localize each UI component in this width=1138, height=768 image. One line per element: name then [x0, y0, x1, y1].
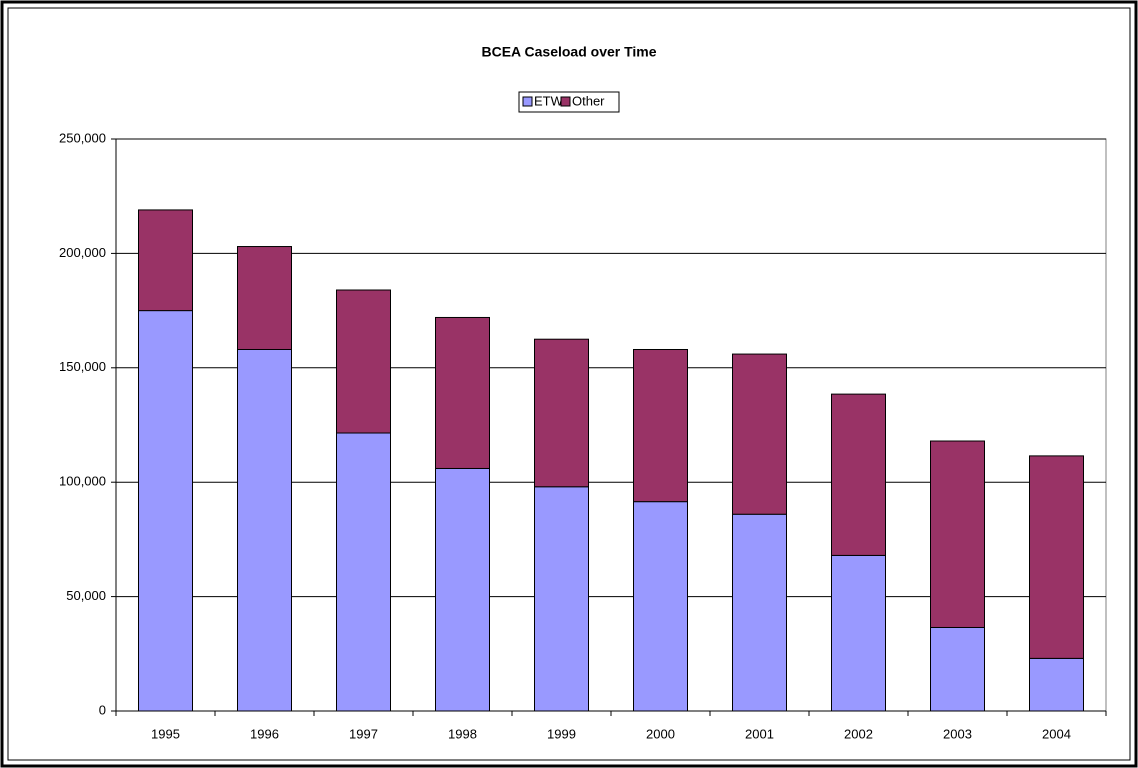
- bar-segment: [336, 432, 391, 712]
- bar-segment: [930, 440, 985, 628]
- x-tick-label: 1998: [448, 726, 477, 741]
- y-tick-label: 250,000: [59, 130, 106, 145]
- x-tick-label: 2000: [646, 726, 675, 741]
- bar-segment: [930, 626, 985, 712]
- legend-swatch: [560, 96, 571, 107]
- bar-segment: [435, 467, 490, 712]
- bar-segment: [633, 348, 688, 503]
- bar-segment: [138, 209, 193, 312]
- y-tick-label: 200,000: [59, 245, 106, 260]
- bar-segment: [732, 513, 787, 712]
- legend-swatch: [522, 96, 533, 107]
- inner-frame: [7, 7, 1131, 761]
- bar-segment: [237, 348, 292, 712]
- legend-label: ETW: [534, 93, 564, 108]
- y-tick-label: 150,000: [59, 359, 106, 374]
- y-tick-label: 50,000: [66, 588, 106, 603]
- bar-segment: [237, 246, 292, 350]
- x-tick-label: 2003: [943, 726, 972, 741]
- x-tick-label: 1996: [250, 726, 279, 741]
- bar-segment: [1029, 455, 1084, 659]
- x-tick-label: 1995: [151, 726, 180, 741]
- y-tick-label: 100,000: [59, 474, 106, 489]
- bar-segment: [831, 393, 886, 556]
- bar-segment: [732, 353, 787, 515]
- x-tick-label: 2001: [745, 726, 774, 741]
- y-tick-label: 0: [99, 702, 106, 717]
- legend-label: Other: [572, 93, 605, 108]
- bar-segment: [633, 501, 688, 712]
- legend: ETW Other: [518, 91, 620, 113]
- bar-segment: [336, 289, 391, 434]
- bar-segment: [534, 486, 589, 712]
- x-tick-label: 2004: [1042, 726, 1071, 741]
- bar-segment: [1029, 657, 1084, 712]
- bar-segment: [435, 316, 490, 469]
- bar-segment: [534, 338, 589, 488]
- x-tick-label: 1997: [349, 726, 378, 741]
- x-tick-label: 1999: [547, 726, 576, 741]
- chart-title: BCEA Caseload over Time: [481, 44, 656, 60]
- bar-segment: [138, 310, 193, 712]
- x-tick-label: 2002: [844, 726, 873, 741]
- bar-segment: [831, 554, 886, 712]
